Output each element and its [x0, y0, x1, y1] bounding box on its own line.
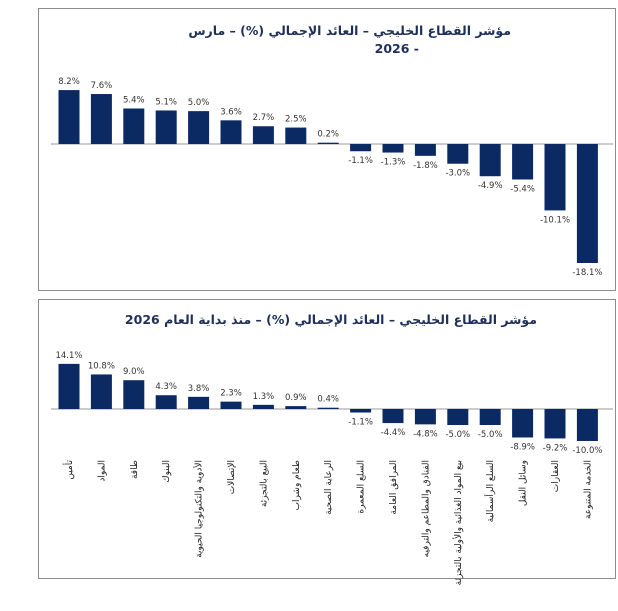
- category-label-16: الخدمة المتنوعة: [583, 460, 593, 519]
- value-label-16: -18.1%: [572, 268, 602, 278]
- value-label-8: 0.2%: [317, 130, 339, 140]
- category-label-2: طاقة: [130, 460, 140, 479]
- bar-11: [414, 409, 436, 425]
- bar-2: [123, 380, 145, 409]
- bar-8: [317, 407, 339, 409]
- value-label-6: 2.7%: [253, 113, 275, 123]
- category-label-1: المواد: [97, 460, 107, 482]
- value-label-9: -1.1%: [348, 418, 373, 428]
- chart-panel-ytd: مؤشر القطاع الخليجي – العائد الإجمالي (%…: [38, 299, 616, 585]
- bar-6: [252, 404, 274, 409]
- bar-16: [576, 409, 598, 441]
- value-label-5: 2.3%: [220, 389, 242, 399]
- bar-9: [350, 144, 372, 152]
- bar-1: [90, 374, 112, 409]
- value-label-15: -10.1%: [540, 215, 570, 225]
- bar-5: [220, 401, 242, 409]
- category-label-8: الرعاية الصحية: [324, 460, 334, 515]
- value-label-15: -9.2%: [543, 443, 568, 453]
- value-label-1: 7.6%: [91, 81, 113, 91]
- category-label-9: السلع المعمرة: [357, 460, 367, 514]
- value-label-5: 3.6%: [220, 107, 242, 117]
- value-label-10: -4.4%: [381, 428, 406, 438]
- category-label-3: البنوك: [162, 460, 172, 483]
- bar-10: [382, 144, 404, 153]
- category-label-14: وسائل النقل: [519, 460, 529, 506]
- bar-7: [285, 406, 307, 409]
- value-label-14: -8.9%: [510, 442, 535, 452]
- category-label-15: العقارات: [551, 460, 561, 492]
- category-label-12: بيع المواد الغذائية والأولية بالتجزئة: [452, 460, 464, 585]
- value-label-16: -10.0%: [572, 446, 602, 456]
- bar-9: [350, 409, 372, 413]
- category-label-13: السلع الرأسمالية: [484, 460, 496, 522]
- bar-13: [479, 144, 501, 177]
- bar-0: [58, 363, 80, 409]
- bar-10: [382, 409, 404, 424]
- category-label-11: الفنادق والمطاعم والترفيه: [421, 460, 431, 557]
- value-label-2: 5.4%: [123, 95, 145, 105]
- category-label-6: البيع بالتجزئة: [259, 460, 269, 507]
- value-label-13: -5.0%: [478, 430, 503, 440]
- bar-1: [90, 94, 112, 144]
- bar-4: [188, 396, 210, 409]
- bar-7: [285, 127, 307, 144]
- value-label-4: 5.0%: [188, 98, 210, 108]
- value-label-3: 4.3%: [155, 382, 177, 392]
- bar-14: [512, 409, 534, 438]
- value-label-10: -1.3%: [381, 158, 406, 168]
- value-label-2: 9.0%: [123, 367, 145, 377]
- value-label-9: -1.1%: [348, 156, 373, 166]
- category-label-4: الأدوية والتكنولوجيا الحيوية: [193, 460, 205, 558]
- bar-8: [317, 142, 339, 144]
- value-label-3: 5.1%: [155, 97, 177, 107]
- category-label-0: تأمين: [62, 460, 75, 480]
- value-label-11: -4.8%: [413, 429, 438, 439]
- bar-6: [252, 126, 274, 144]
- bar-chart-ytd: 14.1% 10.8% 9.0% 4.3% 3.8% 2.3% 1.3% 0.9% 0.4% -1…: [51, 351, 613, 585]
- chart-title-march: مؤشر القطاع الخليجي – العائد الإجمالي (%…: [188, 23, 511, 38]
- chart-title-ytd: مؤشر القطاع الخليجي – العائد الإجمالي (%…: [124, 312, 537, 327]
- value-label-0: 14.1%: [55, 351, 82, 361]
- bar-11: [414, 144, 436, 156]
- chart-panel-march: مؤشر القطاع الخليجي – العائد الإجمالي (%…: [38, 8, 616, 291]
- bar-0: [58, 90, 80, 144]
- value-label-7: 2.5%: [285, 115, 307, 125]
- value-label-13: -4.9%: [478, 181, 503, 191]
- value-label-14: -5.4%: [510, 185, 535, 195]
- bar-chart-march: 8.2% 7.6% 5.4% 5.1% 5.0% 3.6% 2.7% 2.5% 0.2% -1.1…: [51, 77, 613, 278]
- chart-title-march-line2: - 2026: [374, 41, 419, 56]
- value-label-6: 1.3%: [253, 392, 275, 402]
- bar-15: [544, 144, 566, 211]
- bar-12: [447, 144, 469, 164]
- bar-2: [123, 108, 145, 144]
- value-label-12: -3.0%: [445, 169, 470, 179]
- bar-13: [479, 409, 501, 425]
- category-label-10: المرافق العامة: [389, 460, 399, 515]
- bar-3: [155, 110, 177, 144]
- value-label-8: 0.4%: [317, 395, 339, 405]
- value-label-7: 0.9%: [285, 393, 307, 403]
- bar-12: [447, 409, 469, 425]
- bar-3: [155, 395, 177, 409]
- value-label-1: 10.8%: [88, 361, 115, 371]
- value-label-11: -1.8%: [413, 161, 438, 171]
- bar-14: [512, 144, 534, 180]
- bar-5: [220, 120, 242, 144]
- value-label-4: 3.8%: [188, 384, 210, 394]
- value-label-0: 8.2%: [58, 77, 80, 87]
- bar-4: [188, 111, 210, 144]
- value-label-12: -5.0%: [445, 430, 470, 440]
- bar-15: [544, 409, 566, 439]
- category-label-5: الإتصالات: [227, 460, 237, 494]
- category-label-7: طعام وشراب: [292, 460, 302, 511]
- bar-16: [576, 144, 598, 263]
